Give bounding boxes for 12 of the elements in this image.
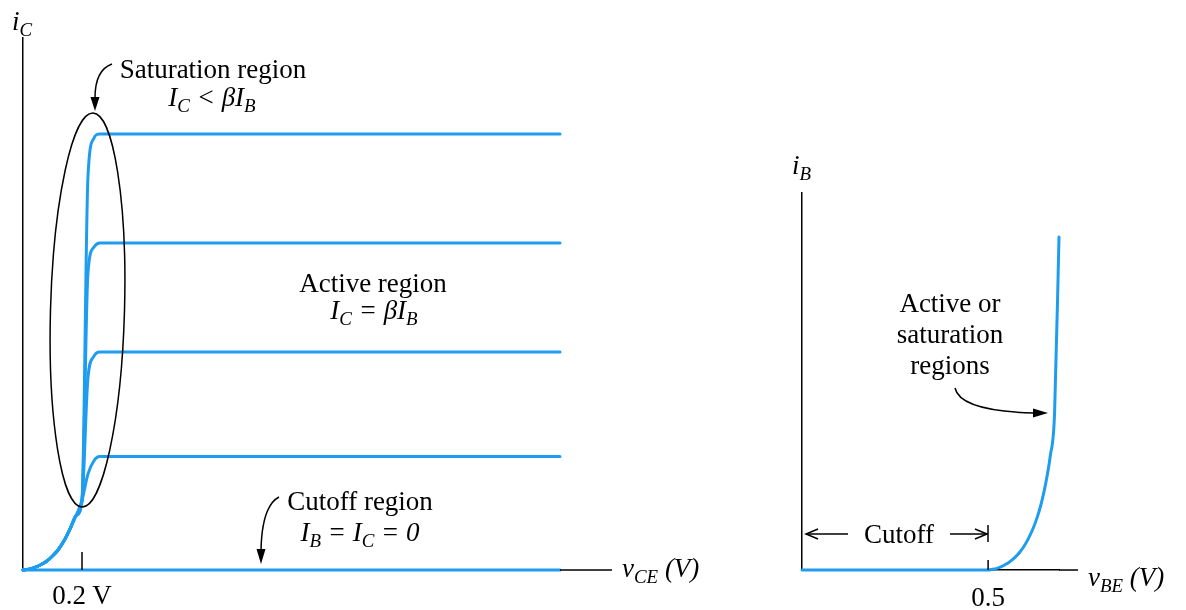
annotation: Cutoff	[863, 519, 935, 550]
annotation: Active or saturation regions	[896, 288, 1004, 381]
text: 0.5	[971, 582, 1005, 610]
text: Saturation region	[119, 54, 307, 85]
annotation: Cutoff region	[287, 486, 433, 517]
x-axis-title: v$_{BE}$ (V)	[1088, 562, 1165, 597]
y-axis-title: i$_{B}$	[792, 150, 812, 185]
y-axis-title: i$_{C}$	[12, 6, 33, 41]
text: I$_{C}$ < βI$_{B}$	[168, 82, 256, 117]
x-axis-title: v$_{CE}$ (V)	[622, 553, 700, 588]
text: 0.2 V	[52, 580, 112, 610]
annotation: I$_{B}$ = I$_{C}$ = 0	[300, 517, 420, 552]
